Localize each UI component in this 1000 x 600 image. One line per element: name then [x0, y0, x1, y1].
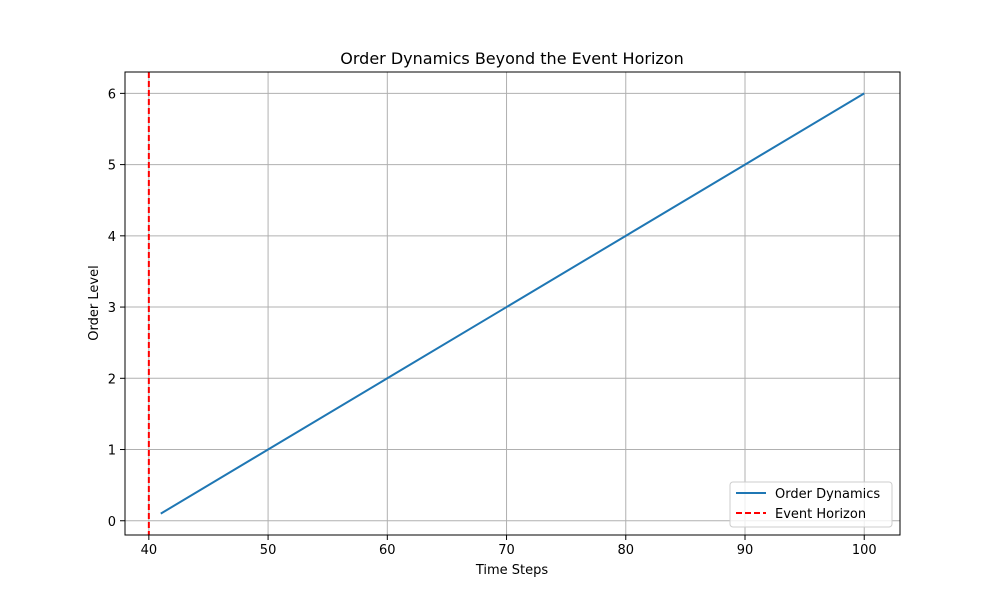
- y-axis-label: Order Level: [87, 265, 102, 340]
- x-axis: 40 50 60 70 80 90 100: [141, 535, 877, 558]
- x-tick-label: 40: [141, 543, 158, 558]
- legend-label-order-dynamics: Order Dynamics: [775, 487, 880, 502]
- y-tick-label: 0: [108, 515, 116, 530]
- y-tick-label: 2: [108, 372, 116, 387]
- x-tick-label: 60: [379, 543, 396, 558]
- x-tick-label: 100: [852, 543, 877, 558]
- y-tick-label: 5: [108, 159, 116, 174]
- x-axis-label: Time Steps: [475, 563, 549, 578]
- y-tick-label: 1: [108, 444, 116, 459]
- grid: [125, 72, 900, 535]
- x-tick-label: 90: [737, 543, 754, 558]
- y-tick-label: 3: [108, 301, 116, 316]
- x-tick-label: 70: [498, 543, 515, 558]
- chart-title: Order Dynamics Beyond the Event Horizon: [340, 49, 683, 68]
- y-tick-label: 4: [108, 230, 116, 245]
- y-axis: 0 1 2 3 4 5 6: [108, 87, 125, 530]
- legend: Order Dynamics Event Horizon: [729, 481, 893, 528]
- x-tick-label: 80: [617, 543, 634, 558]
- series-line-order-dynamics: [160, 92, 865, 515]
- legend-label-event-horizon: Event Horizon: [775, 507, 866, 522]
- plot-content: [147, 72, 865, 535]
- legend-box: [729, 481, 893, 528]
- axes-frame: [124, 71, 901, 536]
- x-tick-label: 50: [260, 543, 277, 558]
- y-tick-label: 6: [108, 87, 116, 102]
